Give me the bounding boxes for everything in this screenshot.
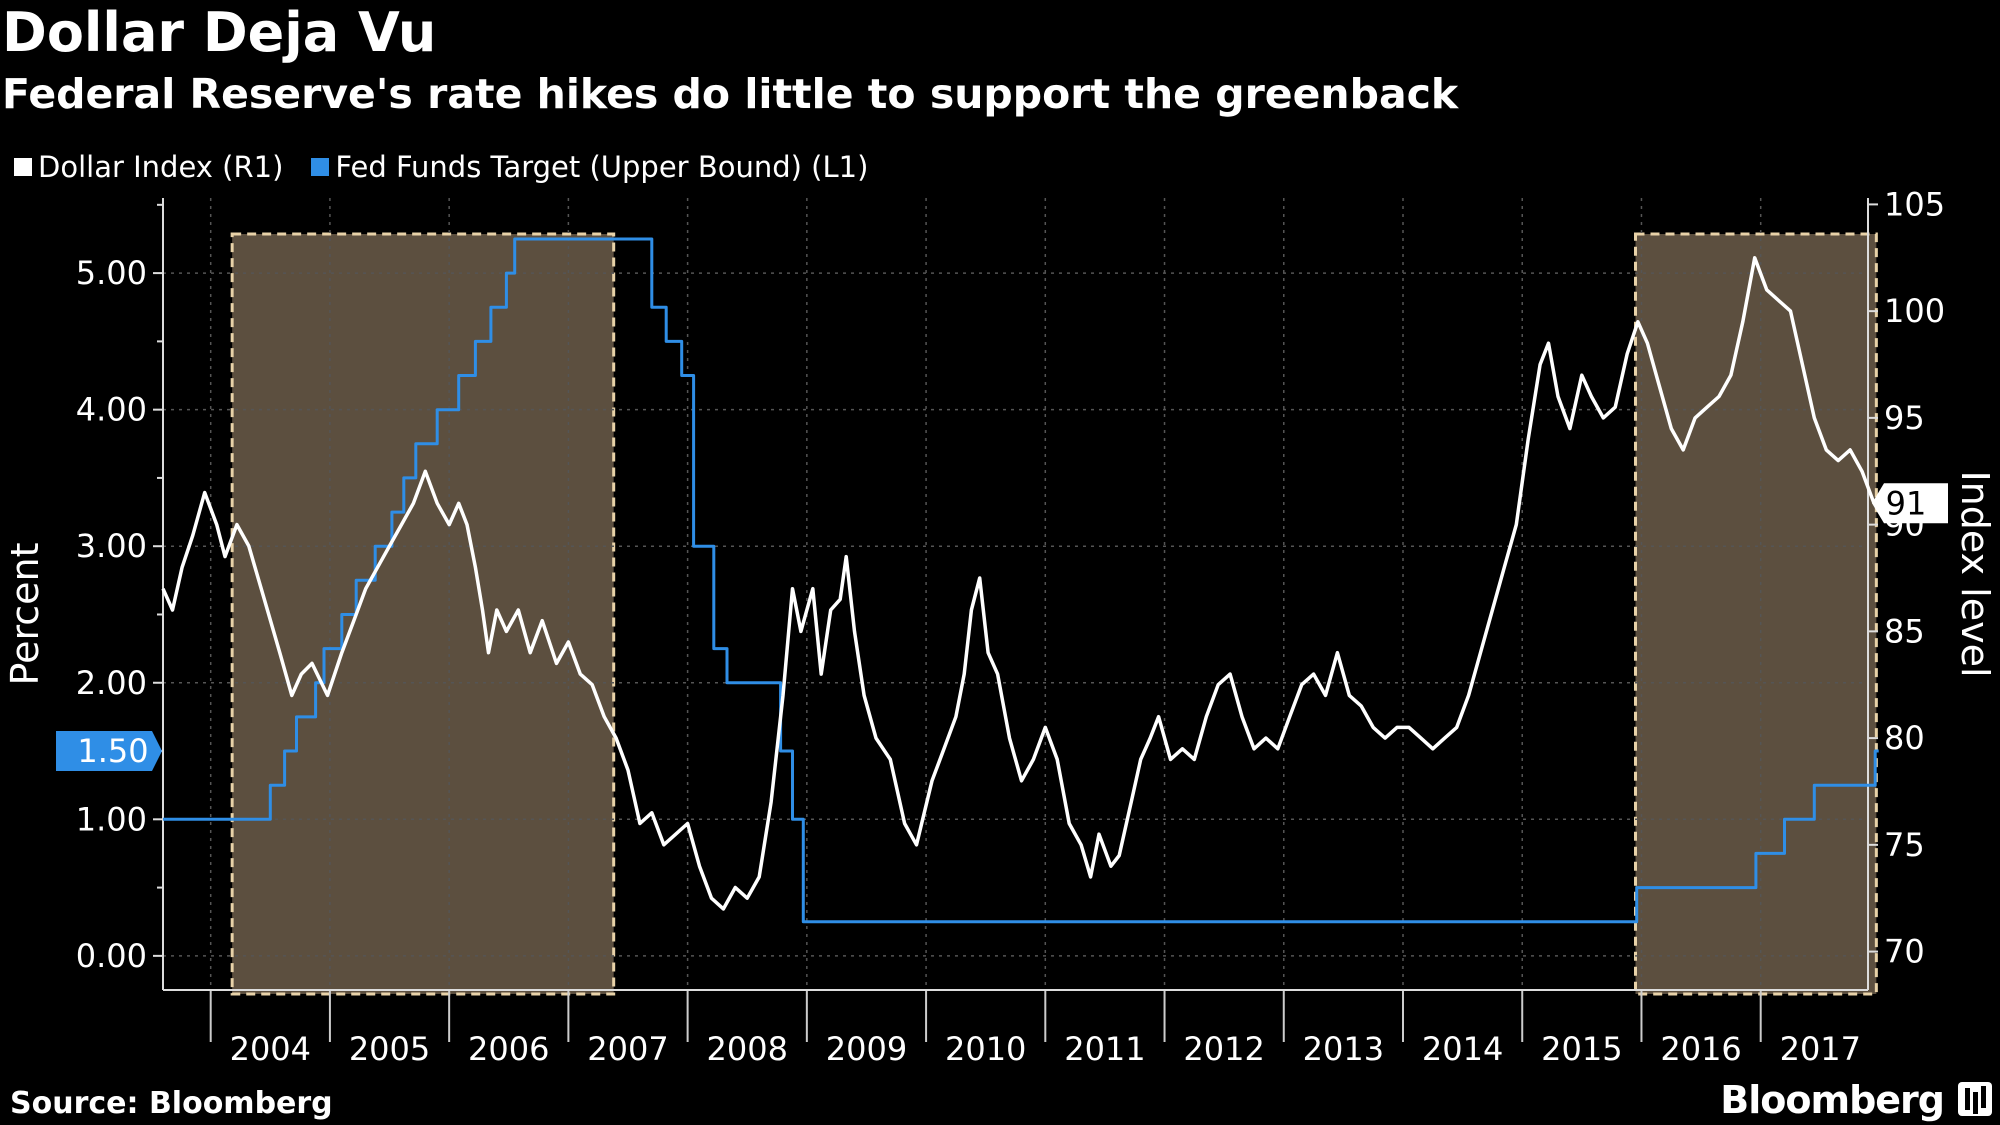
x-tick-label: 2006: [468, 1030, 549, 1068]
shaded-period-0: [230, 232, 616, 996]
right-tick-label: 80: [1884, 719, 1925, 757]
fed-funds-last-value-badge: [56, 731, 162, 772]
x-tick-label: 2005: [349, 1030, 430, 1068]
right-tick-label: 75: [1884, 826, 1925, 864]
left-tick-label: 2.00: [76, 664, 147, 702]
left-axis-title: Percent: [3, 543, 47, 686]
legend-label-fed-funds: Fed Funds Target (Upper Bound) (L1): [335, 150, 869, 184]
legend: Dollar Index (R1) Fed Funds Target (Uppe…: [14, 150, 896, 184]
legend-label-dollar-index: Dollar Index (R1): [38, 150, 284, 184]
right-tick-label: 85: [1884, 612, 1925, 650]
left-tick-label: 0.00: [76, 937, 147, 975]
right-tick-label: 70: [1884, 933, 1925, 971]
x-tick-label: 2011: [1064, 1030, 1145, 1068]
bloomberg-logo: Bloomberg: [1720, 1078, 1945, 1122]
x-tick-label: 2014: [1422, 1030, 1503, 1068]
x-tick-label: 2004: [230, 1030, 311, 1068]
source-note: Source: Bloomberg: [10, 1086, 333, 1121]
legend-swatch-dollar-index: [14, 158, 32, 176]
chart-subtitle: Federal Reserve's rate hikes do little t…: [2, 70, 1459, 118]
dollar-index-last-value-label: 91: [1886, 484, 1927, 522]
x-tick-label: 2017: [1780, 1030, 1861, 1068]
left-tick-label: 3.00: [76, 527, 147, 565]
x-tick-label: 2007: [587, 1030, 668, 1068]
dollar-index-line: [161, 256, 1876, 911]
x-tick-label: 2013: [1303, 1030, 1384, 1068]
x-tick-label: 2012: [1183, 1030, 1264, 1068]
x-tick-label: 2008: [707, 1030, 788, 1068]
right-tick-label: 105: [1884, 185, 1945, 223]
x-tick-label: 2010: [945, 1030, 1026, 1068]
x-tick-label: 2015: [1541, 1030, 1622, 1068]
legend-item-fed-funds: Fed Funds Target (Upper Bound) (L1): [311, 150, 868, 184]
dollar-index-last-value-badge: [1872, 483, 1948, 524]
bloomberg-terminal-icon: [1958, 1082, 1992, 1116]
right-tick-label: 100: [1884, 292, 1945, 330]
right-axis-title: Index level: [1953, 470, 1997, 677]
left-tick-label: 1.00: [76, 800, 147, 838]
left-tick-label: 5.00: [76, 254, 147, 292]
right-tick-label: 95: [1884, 399, 1925, 437]
legend-swatch-fed-funds: [311, 158, 330, 176]
fed-funds-last-value-label: 1.50: [77, 732, 148, 770]
fed-funds-line: [163, 237, 1879, 924]
legend-item-dollar-index: Dollar Index (R1): [14, 150, 283, 184]
chart-title: Dollar Deja Vu: [2, 1, 437, 64]
left-tick-label: 4.00: [76, 391, 147, 429]
x-tick-label: 2016: [1660, 1030, 1741, 1068]
x-tick-label: 2009: [826, 1030, 907, 1068]
